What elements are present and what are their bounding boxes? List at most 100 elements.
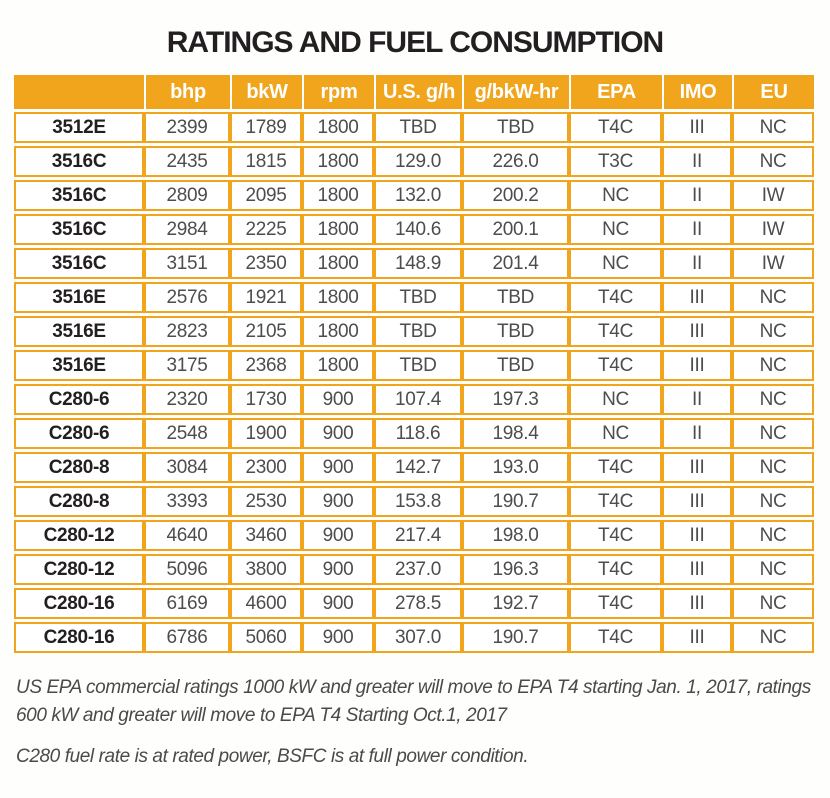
cell-gbkw-hr: 196.3 — [462, 554, 569, 585]
cell-us-gh: 307.0 — [374, 622, 462, 653]
cell-imo: III — [662, 622, 732, 653]
cell-imo: III — [662, 520, 732, 551]
cell-gbkw-hr: 226.0 — [462, 146, 569, 177]
cell-gbkw-hr: 192.7 — [462, 588, 569, 619]
cell-us-gh: 148.9 — [374, 248, 462, 279]
cell-imo: III — [662, 316, 732, 347]
cell-imo: II — [662, 180, 732, 211]
cell-bhp: 3175 — [144, 350, 230, 381]
table-row: C280-16 6786 5060 900 307.0 190.7 T4C III NC — [14, 622, 814, 653]
cell-eu: IW — [732, 180, 814, 211]
cell-eu: NC — [732, 282, 814, 313]
cell-bkw: 2095 — [230, 180, 302, 211]
cell-us-gh: 278.5 — [374, 588, 462, 619]
cell-us-gh: 129.0 — [374, 146, 462, 177]
table-row: 3516C 2809 2095 1800 132.0 200.2 NC II IW — [14, 180, 814, 211]
footnotes: US EPA commercial ratings 1000 kW and gr… — [16, 674, 812, 771]
cell-imo: II — [662, 248, 732, 279]
col-header-epa: EPA — [569, 75, 662, 109]
cell-model: 3516E — [14, 282, 144, 313]
cell-us-gh: 217.4 — [374, 520, 462, 551]
cell-epa: NC — [569, 214, 662, 245]
cell-imo: II — [662, 384, 732, 415]
cell-gbkw-hr: 193.0 — [462, 452, 569, 483]
cell-imo: II — [662, 146, 732, 177]
cell-model: C280-6 — [14, 418, 144, 449]
cell-epa: T4C — [569, 520, 662, 551]
table-row: C280-16 6169 4600 900 278.5 192.7 T4C III NC — [14, 588, 814, 619]
cell-rpm: 900 — [302, 452, 374, 483]
cell-model: 3516E — [14, 316, 144, 347]
cell-us-gh: 132.0 — [374, 180, 462, 211]
cell-eu: NC — [732, 452, 814, 483]
cell-rpm: 900 — [302, 588, 374, 619]
col-header-bhp: bhp — [144, 75, 230, 109]
cell-model: C280-6 — [14, 384, 144, 415]
cell-rpm: 1800 — [302, 282, 374, 313]
cell-gbkw-hr: 190.7 — [462, 486, 569, 517]
cell-gbkw-hr: 198.0 — [462, 520, 569, 551]
cell-us-gh: TBD — [374, 282, 462, 313]
cell-model: C280-16 — [14, 622, 144, 653]
cell-model: C280-16 — [14, 588, 144, 619]
cell-bkw: 1730 — [230, 384, 302, 415]
cell-bkw: 1815 — [230, 146, 302, 177]
cell-us-gh: 142.7 — [374, 452, 462, 483]
table-row: C280-6 2548 1900 900 118.6 198.4 NC II NC — [14, 418, 814, 449]
cell-rpm: 1800 — [302, 180, 374, 211]
cell-epa: T4C — [569, 282, 662, 313]
cell-eu: IW — [732, 214, 814, 245]
cell-bhp: 6786 — [144, 622, 230, 653]
cell-epa: T4C — [569, 112, 662, 143]
cell-bhp: 2823 — [144, 316, 230, 347]
cell-bhp: 6169 — [144, 588, 230, 619]
cell-rpm: 1800 — [302, 214, 374, 245]
table-row: C280-8 3393 2530 900 153.8 190.7 T4C III NC — [14, 486, 814, 517]
cell-imo: III — [662, 350, 732, 381]
cell-eu: NC — [732, 520, 814, 551]
cell-model: 3516C — [14, 248, 144, 279]
cell-bkw: 1789 — [230, 112, 302, 143]
cell-us-gh: TBD — [374, 350, 462, 381]
cell-imo: III — [662, 486, 732, 517]
cell-bkw: 3800 — [230, 554, 302, 585]
cell-model: C280-12 — [14, 554, 144, 585]
cell-rpm: 1800 — [302, 146, 374, 177]
cell-us-gh: TBD — [374, 316, 462, 347]
cell-bhp: 5096 — [144, 554, 230, 585]
cell-epa: T4C — [569, 486, 662, 517]
page-title: RATINGS AND FUEL CONSUMPTION — [166, 26, 664, 59]
table-row: 3516C 2435 1815 1800 129.0 226.0 T3C II NC — [14, 146, 814, 177]
cell-gbkw-hr: 190.7 — [462, 622, 569, 653]
cell-model: 3516C — [14, 214, 144, 245]
cell-epa: NC — [569, 418, 662, 449]
col-header-gbkw-hr: g/bkW-hr — [462, 75, 569, 109]
cell-bkw: 2350 — [230, 248, 302, 279]
cell-bhp: 3151 — [144, 248, 230, 279]
table-row: 3512E 2399 1789 1800 TBD TBD T4C III NC — [14, 112, 814, 143]
cell-rpm: 1800 — [302, 350, 374, 381]
cell-gbkw-hr: 198.4 — [462, 418, 569, 449]
cell-rpm: 900 — [302, 418, 374, 449]
cell-epa: T4C — [569, 316, 662, 347]
table-row: 3516E 2823 2105 1800 TBD TBD T4C III NC — [14, 316, 814, 347]
table-row: C280-12 4640 3460 900 217.4 198.0 T4C III NC — [14, 520, 814, 551]
cell-us-gh: 237.0 — [374, 554, 462, 585]
cell-epa: T4C — [569, 554, 662, 585]
cell-rpm: 1800 — [302, 316, 374, 347]
table-row: 3516E 3175 2368 1800 TBD TBD T4C III NC — [14, 350, 814, 381]
cell-gbkw-hr: TBD — [462, 282, 569, 313]
cell-bkw: 1900 — [230, 418, 302, 449]
cell-bkw: 3460 — [230, 520, 302, 551]
cell-imo: III — [662, 554, 732, 585]
cell-eu: NC — [732, 554, 814, 585]
cell-bkw: 2105 — [230, 316, 302, 347]
cell-us-gh: 140.6 — [374, 214, 462, 245]
table-row: C280-8 3084 2300 900 142.7 193.0 T4C III NC — [14, 452, 814, 483]
cell-gbkw-hr: 201.4 — [462, 248, 569, 279]
cell-bhp: 2984 — [144, 214, 230, 245]
cell-us-gh: 107.4 — [374, 384, 462, 415]
col-header-imo: IMO — [662, 75, 732, 109]
cell-bhp: 2809 — [144, 180, 230, 211]
col-header-eu: EU — [732, 75, 814, 109]
